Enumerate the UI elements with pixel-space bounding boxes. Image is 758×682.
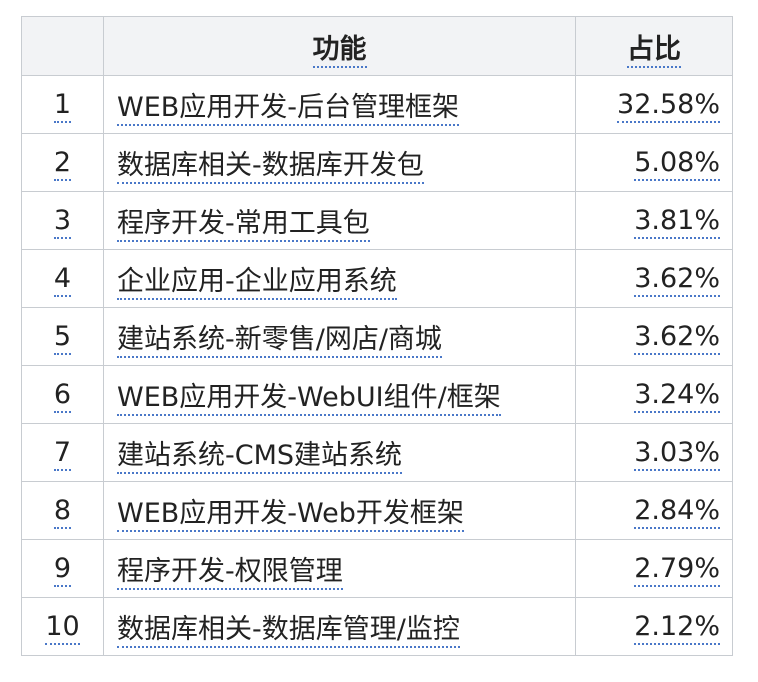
row-function-link[interactable]: WEB应用开发-WebUI组件/框架	[117, 382, 501, 416]
table-row: 6 WEB应用开发-WebUI组件/框架 3.24%	[21, 365, 733, 424]
row-share-cell: 2.12%	[575, 597, 733, 656]
row-function-link[interactable]: 企业应用-企业应用系统	[117, 266, 397, 300]
row-function-link[interactable]: 程序开发-常用工具包	[117, 208, 370, 242]
row-share[interactable]: 2.84%	[634, 495, 720, 529]
row-share-cell: 3.03%	[575, 423, 733, 482]
row-index[interactable]: 5	[53, 321, 72, 355]
row-function-cell: WEB应用开发-后台管理框架	[103, 75, 576, 134]
row-index[interactable]: 7	[53, 437, 72, 471]
row-function-link[interactable]: WEB应用开发-Web开发框架	[117, 498, 464, 532]
header-index	[21, 16, 104, 76]
row-share-cell: 2.79%	[575, 539, 733, 598]
row-index[interactable]: 1	[53, 89, 72, 123]
row-function-cell: 建站系统-新零售/网店/商城	[103, 307, 576, 366]
row-index[interactable]: 10	[45, 611, 80, 645]
row-index[interactable]: 8	[53, 495, 72, 529]
row-share[interactable]: 3.62%	[634, 263, 720, 297]
header-share-label[interactable]: 占比	[627, 33, 681, 68]
row-share-cell: 3.62%	[575, 307, 733, 366]
row-function-link[interactable]: 程序开发-权限管理	[117, 556, 343, 590]
row-index-cell: 10	[21, 597, 104, 656]
table-row: 7 建站系统-CMS建站系统 3.03%	[21, 423, 733, 482]
row-function-cell: WEB应用开发-WebUI组件/框架	[103, 365, 576, 424]
row-share-cell: 32.58%	[575, 75, 733, 134]
row-share[interactable]: 32.58%	[617, 89, 720, 123]
row-share-cell: 2.84%	[575, 481, 733, 540]
table-row: 1 WEB应用开发-后台管理框架 32.58%	[21, 75, 733, 134]
row-index[interactable]: 6	[53, 379, 72, 413]
row-function-cell: 程序开发-常用工具包	[103, 191, 576, 250]
row-share[interactable]: 3.03%	[634, 437, 720, 471]
row-function-link[interactable]: 建站系统-CMS建站系统	[117, 440, 403, 474]
row-index[interactable]: 3	[53, 205, 72, 239]
row-index[interactable]: 9	[53, 553, 72, 587]
ranking-table-container: 功能 占比 1 WEB应用开发-后台管理框架 32.58% 2 数据库相关-数据…	[21, 16, 733, 656]
row-index-cell: 5	[21, 307, 104, 366]
row-function-link[interactable]: 数据库相关-数据库开发包	[117, 150, 424, 184]
table-row: 10 数据库相关-数据库管理/监控 2.12%	[21, 597, 733, 656]
table-row: 5 建站系统-新零售/网店/商城 3.62%	[21, 307, 733, 366]
header-function[interactable]: 功能	[103, 16, 576, 76]
table-row: 4 企业应用-企业应用系统 3.62%	[21, 249, 733, 308]
row-function-cell: 程序开发-权限管理	[103, 539, 576, 598]
row-share-cell: 3.81%	[575, 191, 733, 250]
row-function-cell: 数据库相关-数据库管理/监控	[103, 597, 576, 656]
row-share[interactable]: 3.24%	[634, 379, 720, 413]
row-share-cell: 3.24%	[575, 365, 733, 424]
row-index-cell: 7	[21, 423, 104, 482]
row-share[interactable]: 3.81%	[634, 205, 720, 239]
row-function-cell: WEB应用开发-Web开发框架	[103, 481, 576, 540]
header-function-label[interactable]: 功能	[312, 33, 367, 68]
row-index-cell: 1	[21, 75, 104, 134]
row-index[interactable]: 4	[53, 263, 72, 297]
row-index-cell: 9	[21, 539, 104, 598]
table-row: 2 数据库相关-数据库开发包 5.08%	[21, 133, 733, 192]
table-row: 8 WEB应用开发-Web开发框架 2.84%	[21, 481, 733, 540]
row-index-cell: 6	[21, 365, 104, 424]
row-index-cell: 4	[21, 249, 104, 308]
table-header-row: 功能 占比	[21, 16, 733, 76]
row-index[interactable]: 2	[53, 147, 72, 181]
row-index-cell: 2	[21, 133, 104, 192]
row-index-cell: 8	[21, 481, 104, 540]
row-function-link[interactable]: 数据库相关-数据库管理/监控	[117, 614, 460, 648]
row-share[interactable]: 2.12%	[634, 611, 720, 645]
row-function-link[interactable]: WEB应用开发-后台管理框架	[117, 92, 460, 126]
row-share[interactable]: 3.62%	[634, 321, 720, 355]
row-share[interactable]: 5.08%	[634, 147, 720, 181]
function-share-table: 功能 占比 1 WEB应用开发-后台管理框架 32.58% 2 数据库相关-数据…	[21, 16, 733, 656]
row-share[interactable]: 2.79%	[634, 553, 720, 587]
row-share-cell: 5.08%	[575, 133, 733, 192]
row-function-cell: 建站系统-CMS建站系统	[103, 423, 576, 482]
row-function-cell: 数据库相关-数据库开发包	[103, 133, 576, 192]
row-index-cell: 3	[21, 191, 104, 250]
row-function-link[interactable]: 建站系统-新零售/网店/商城	[117, 324, 442, 358]
row-share-cell: 3.62%	[575, 249, 733, 308]
table-row: 3 程序开发-常用工具包 3.81%	[21, 191, 733, 250]
row-function-cell: 企业应用-企业应用系统	[103, 249, 576, 308]
header-share[interactable]: 占比	[575, 16, 733, 76]
table-row: 9 程序开发-权限管理 2.79%	[21, 539, 733, 598]
